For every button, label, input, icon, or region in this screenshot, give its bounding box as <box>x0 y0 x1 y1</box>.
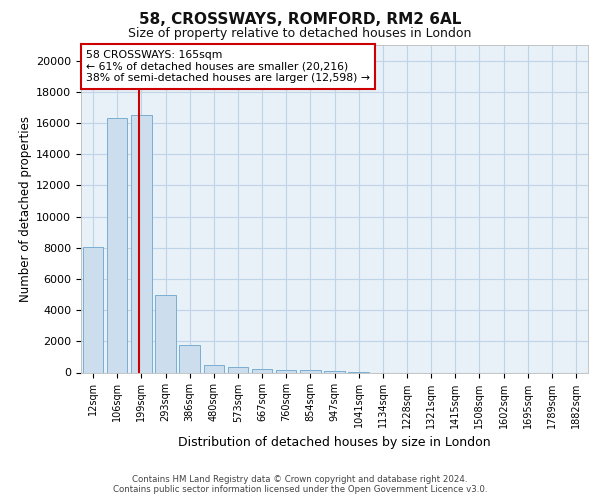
Bar <box>252 368 272 372</box>
Y-axis label: Number of detached properties: Number of detached properties <box>19 116 32 302</box>
Bar <box>179 345 200 372</box>
Bar <box>276 370 296 372</box>
Bar <box>324 371 345 372</box>
Bar <box>300 370 320 372</box>
Bar <box>107 118 127 372</box>
X-axis label: Distribution of detached houses by size in London: Distribution of detached houses by size … <box>178 436 491 449</box>
Bar <box>227 366 248 372</box>
Text: 58, CROSSWAYS, ROMFORD, RM2 6AL: 58, CROSSWAYS, ROMFORD, RM2 6AL <box>139 12 461 28</box>
Text: Size of property relative to detached houses in London: Size of property relative to detached ho… <box>128 28 472 40</box>
Bar <box>131 115 152 372</box>
Bar <box>203 364 224 372</box>
Text: 58 CROSSWAYS: 165sqm
← 61% of detached houses are smaller (20,216)
38% of semi-d: 58 CROSSWAYS: 165sqm ← 61% of detached h… <box>86 50 370 83</box>
Bar <box>83 247 103 372</box>
Text: Contains HM Land Registry data © Crown copyright and database right 2024.
Contai: Contains HM Land Registry data © Crown c… <box>113 474 487 494</box>
Bar <box>155 294 176 372</box>
